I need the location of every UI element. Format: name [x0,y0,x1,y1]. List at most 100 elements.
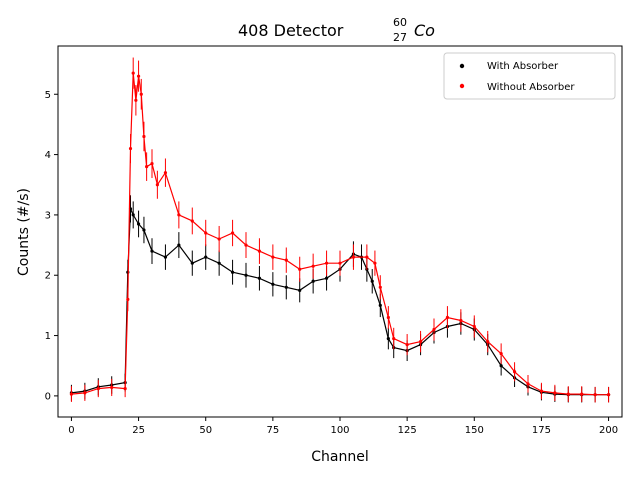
data-point [298,288,302,292]
data-point [131,213,135,217]
data-point [177,213,181,217]
data-point [392,336,396,341]
data-point [445,315,450,320]
data-point [110,385,114,390]
data-point [459,318,463,323]
legend: With Absorber Without Absorber [443,52,616,100]
data-point [486,339,490,344]
x-axis-label: Channel [311,449,368,465]
data-point [69,392,74,396]
data-point [311,264,315,268]
data-point [351,255,356,259]
data-point [566,392,570,396]
x-tick-label: 75 [266,425,279,436]
data-point [373,261,377,265]
series-line [71,208,609,396]
x-tick-label: 100 [330,425,349,436]
data-point [499,364,503,368]
data-point [606,393,611,397]
data-point [386,336,390,341]
legend-box [443,52,616,100]
x-tick-label: 125 [398,425,417,436]
data-point [311,279,315,283]
data-point [324,261,329,265]
data-point [580,392,584,396]
data-point [155,183,159,187]
chart-title-isotope-atomic: 27 [393,31,407,44]
data-point [177,243,181,247]
chart-title: 408 Detector 60 27 Co [238,16,435,44]
data-point [553,391,557,395]
data-point [338,261,342,265]
data-point [136,222,141,226]
data-point [145,165,149,169]
data-point [136,74,141,78]
data-point [526,382,530,386]
y-tick-label: 5 [45,90,51,101]
y-tick-label: 3 [45,210,51,221]
series-line [71,73,609,396]
legend-label-with-absorber: With Absorber [487,61,559,72]
data-point [284,258,288,262]
data-point [257,276,262,280]
data-point [150,162,154,166]
legend-label-without-absorber: Without Absorber [487,82,575,93]
data-point [217,261,221,265]
y-tick-label: 1 [45,331,51,342]
data-point [163,171,168,175]
data-point [131,71,135,75]
y-tick-label: 4 [45,150,51,161]
data-point [539,389,544,393]
y-tick-label: 2 [45,271,51,282]
series-0 [69,195,611,403]
data-point [512,370,517,374]
y-axis-label: Counts (#/s) [16,188,32,276]
x-tick-label: 0 [68,425,74,436]
data-point [123,387,127,391]
data-point [472,324,476,329]
data-point [142,228,146,232]
series-1 [69,57,611,403]
x-tick-label: 50 [199,425,212,436]
data-point [418,339,423,344]
data-point [134,98,138,102]
chart-title-isotope-symbol: Co [414,21,435,40]
x-tick-label: 25 [132,425,145,436]
data-point [150,249,154,253]
data-point [230,231,235,235]
data-point [378,285,382,289]
data-point [378,303,382,307]
y-tick-label: 0 [45,391,51,402]
data-point [365,255,369,259]
data-point [230,270,235,274]
data-point [163,255,168,259]
plot-area-frame [57,45,623,418]
legend-marker-without-absorber [459,83,465,89]
data-point [499,352,503,356]
data-point [271,255,275,259]
data-point [244,273,248,277]
data-point [244,243,248,247]
data-point [190,261,194,265]
data-point [298,267,302,271]
data-point [386,315,390,320]
data-point [96,387,100,391]
data-point [257,249,262,253]
chart-title-text: 408 Detector [238,21,344,40]
data-point [217,237,221,241]
data-point [432,327,436,332]
x-tick-label: 200 [599,425,618,436]
data-point [142,134,146,139]
data-point [284,285,288,289]
x-tick-label: 175 [532,425,551,436]
data-point [324,276,329,280]
data-point [139,92,143,96]
data-point [405,343,409,347]
data-point [593,393,597,397]
data-point [271,282,275,286]
x-axis-ticks: 0 25 50 75 100 125 150 175 200 [68,417,618,436]
y-axis-ticks: 0 1 2 3 4 5 [45,90,58,402]
data-point [190,219,194,223]
x-tick-label: 150 [465,425,484,436]
